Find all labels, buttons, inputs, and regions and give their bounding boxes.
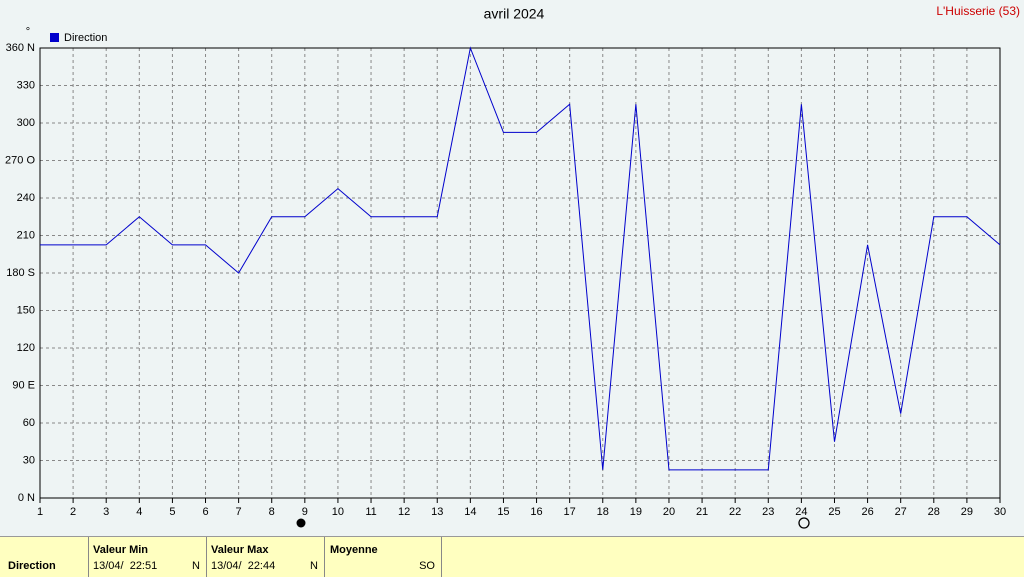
row-label: Direction [8, 560, 56, 572]
y-unit: ° [26, 26, 30, 38]
x-tick-label: 1 [37, 506, 43, 518]
dir: SO [419, 560, 435, 572]
data-line [40, 46, 1001, 471]
x-tick-label: 8 [269, 506, 275, 518]
legend-swatch [50, 33, 59, 42]
x-tick-label: 11 [365, 506, 376, 518]
x-tick-label: 18 [597, 506, 609, 518]
cell: Moyenne SO [324, 537, 442, 577]
x-tick-label: 10 [332, 506, 344, 518]
y-tick-label: 210 [17, 229, 35, 241]
legend-label: Direction [64, 32, 107, 44]
x-tick-label: 2 [70, 506, 76, 518]
cell: Valeur Max 13/04/ 22:44 N [206, 537, 325, 577]
y-tick-label: 90 E [12, 379, 35, 391]
y-tick-label: 30 [23, 454, 35, 466]
dir: N [310, 560, 318, 572]
date: 13/04/ 22:51 [93, 560, 158, 572]
x-tick-label: 5 [169, 506, 175, 518]
chart-title: avril 2024 [484, 6, 545, 22]
x-tick-label: 4 [136, 506, 142, 518]
y-tick-label: 240 [17, 192, 35, 204]
full-moon [798, 517, 810, 529]
x-tick-label: 26 [861, 506, 873, 518]
y-tick-label: 0 N [18, 492, 35, 504]
y-tick-label: 300 [17, 117, 35, 129]
new-moon [296, 518, 306, 528]
cell: Valeur Min 13/04/ 22:51 N [88, 537, 207, 577]
col-header: Valeur Max [211, 544, 269, 556]
x-tick-label: 14 [464, 506, 476, 518]
chart: avril 2024 L'Huisserie (53) ° 0 N 30 60 90 … [5, 4, 1020, 529]
y-tick-label: 270 O [5, 154, 35, 166]
x-tick-label: 27 [895, 506, 907, 518]
x-tick-label: 15 [497, 506, 509, 518]
x-tick-label: 19 [630, 506, 642, 518]
date: 13/04/ 22:44 [211, 560, 276, 572]
x-tick-label: 24 [795, 506, 807, 518]
x-tick-label: 13 [431, 506, 443, 518]
y-tick-label: 150 [17, 304, 35, 316]
x-tick-label: 9 [302, 506, 308, 518]
x-tick-label: 20 [663, 506, 675, 518]
summary-table: Direction Valeur Min 13/04/ 22:51 N Vale… [0, 536, 1024, 577]
x-tick-label: 7 [236, 506, 242, 518]
x-tick-label: 28 [928, 506, 940, 518]
plot-frame [39, 47, 1001, 499]
x-tick-label: 29 [961, 506, 973, 518]
x-tick-label: 3 [103, 506, 109, 518]
y-tick-label: 360 N [6, 42, 35, 54]
x-tick-label: 25 [828, 506, 840, 518]
x-tick-label: 23 [762, 506, 774, 518]
y-tick-label: 120 [17, 342, 35, 354]
x-tick-label: 6 [202, 506, 208, 518]
x-tick-label: 12 [398, 506, 410, 518]
x-tick-label: 21 [696, 506, 708, 518]
station-label: L'Huisserie (53) [936, 4, 1020, 18]
x-tick-label: 30 [994, 506, 1006, 518]
y-tick-label: 60 [23, 417, 35, 429]
x-tick-label: 17 [564, 506, 576, 518]
y-tick-label: 180 S [6, 267, 35, 279]
dir: N [192, 560, 200, 572]
y-tick-label: 330 [17, 79, 35, 91]
x-tick-label: 16 [530, 506, 542, 518]
col-header: Moyenne [330, 544, 378, 556]
x-tick-label: 22 [729, 506, 741, 518]
col-header: Valeur Min [93, 544, 149, 556]
cell: Direction [0, 537, 89, 577]
